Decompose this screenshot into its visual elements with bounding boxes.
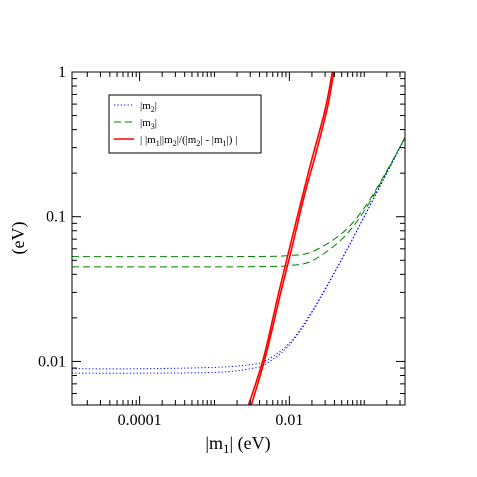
x-tick-label: 0.0001 [118,412,162,429]
series-line-m2-1 [72,137,405,374]
legend-label-m3: |m3| [140,117,157,131]
y-tick-label: 0.1 [46,209,66,226]
series-layer [72,72,405,405]
x-axis-label-post: | (eV) [230,433,271,454]
legend-label-ratio: | |m1||m2|/(|m2| - |m1|) | [140,134,237,148]
legend-box [108,94,262,154]
legend-label-m2: |m2| [140,100,157,114]
x-axis-label-pre: |m [205,433,223,453]
y-tick-label: 0.01 [38,353,66,370]
series-line-m3-2 [72,137,405,258]
plot-frame [71,71,406,406]
series-line-ratio-4 [247,72,334,405]
x-tick-label: 0.01 [275,412,303,429]
tick-layer: 0.0001 0.01 0.01 0.1 1 [38,64,405,429]
legend-entries: |m2| |m3| | |m1||m2|/(|m2| - |m1|) | [114,100,237,148]
series-line-m3-3 [72,137,405,268]
series-line-ratio-5 [250,72,335,405]
y-axis-label: (eV) [8,222,29,255]
x-axis-label-sub: 1 [223,441,230,456]
y-tick-label: 1 [58,64,66,81]
x-axis-label: |m1| (eV) [205,433,270,456]
legend: |m2| |m3| | |m1||m2|/(|m2| - |m1|) | [108,94,262,154]
